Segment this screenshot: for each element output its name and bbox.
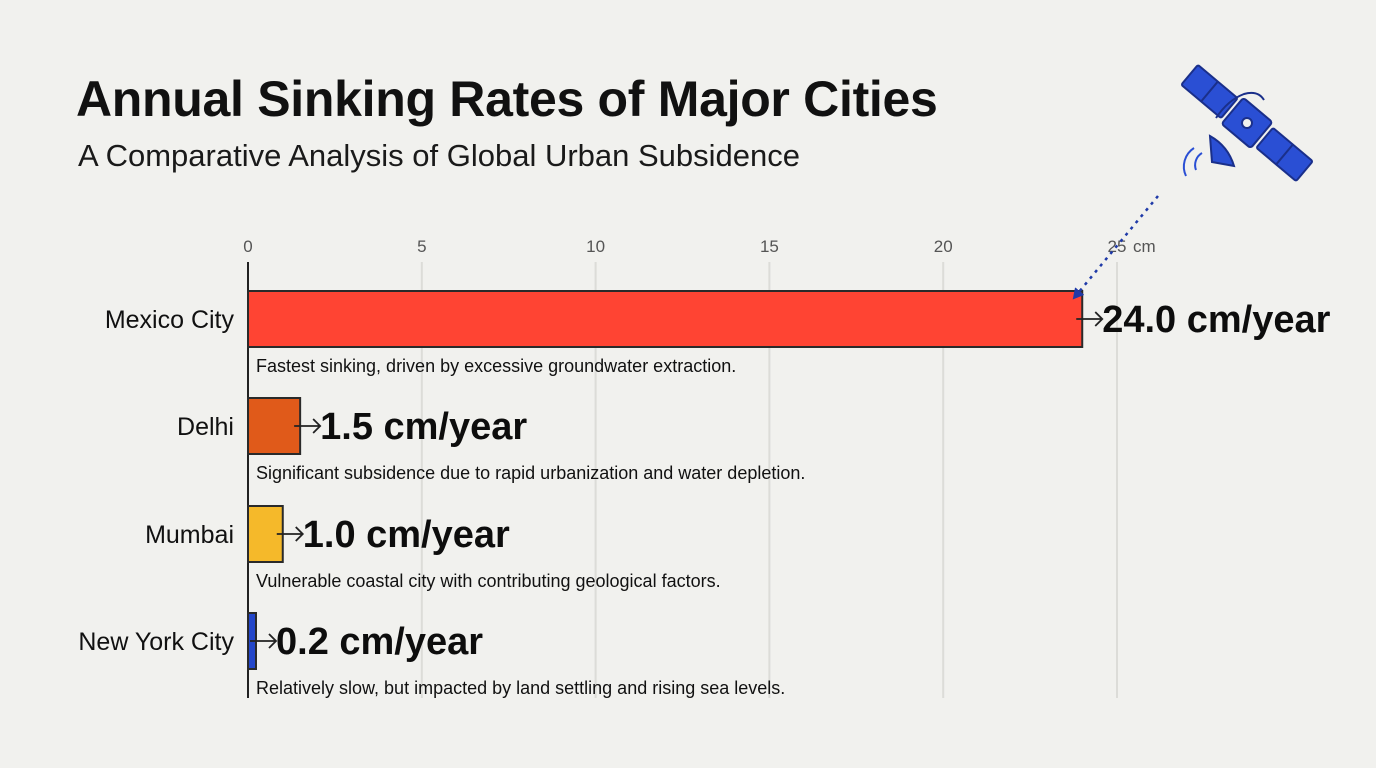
annotation-text: Relatively slow, but impacted by land se… xyxy=(256,678,785,698)
chart-subtitle: A Comparative Analysis of Global Urban S… xyxy=(78,138,801,173)
satellite-link-arrow xyxy=(1072,195,1159,300)
x-tick-label: 15 xyxy=(760,237,779,256)
annotation-text: Fastest sinking, driven by excessive gro… xyxy=(256,356,736,376)
x-tick-label: 10 xyxy=(586,237,605,256)
value-pointer-arrow xyxy=(276,526,305,542)
x-tick-label: 20 xyxy=(934,237,953,256)
value-pointer-arrow xyxy=(1076,311,1104,327)
bar xyxy=(247,290,1084,348)
x-tick-label: 0 xyxy=(243,237,252,256)
annotation-text: Significant subsidence due to rapid urba… xyxy=(256,463,805,483)
satellite-icon xyxy=(1181,64,1313,182)
category-label: Mexico City xyxy=(105,306,235,334)
value-label: 24.0 cm/year xyxy=(1102,299,1330,341)
annotation-text: Vulnerable coastal city with contributin… xyxy=(256,571,721,591)
bar xyxy=(247,397,302,455)
x-unit-label: cm xyxy=(1133,237,1156,256)
category-label: New York City xyxy=(78,628,234,656)
value-label: 0.2 cm/year xyxy=(276,621,483,663)
x-tick-label: 5 xyxy=(417,237,426,256)
x-axis-ticks: 0 5 10 15 20 25 cm xyxy=(243,237,1155,256)
value-label: 1.5 cm/year xyxy=(320,406,527,448)
category-label: Delhi xyxy=(177,413,234,441)
bars-layer: Mexico City 24.0 cm/year Fastest sinking, … xyxy=(78,290,1331,698)
value-pointer-arrow xyxy=(250,633,278,649)
category-label: Mumbai xyxy=(145,521,234,549)
value-label: 1.0 cm/year xyxy=(303,514,510,556)
chart-title: Annual Sinking Rates of Major Cities xyxy=(76,71,938,127)
value-pointer-arrow xyxy=(294,418,322,434)
